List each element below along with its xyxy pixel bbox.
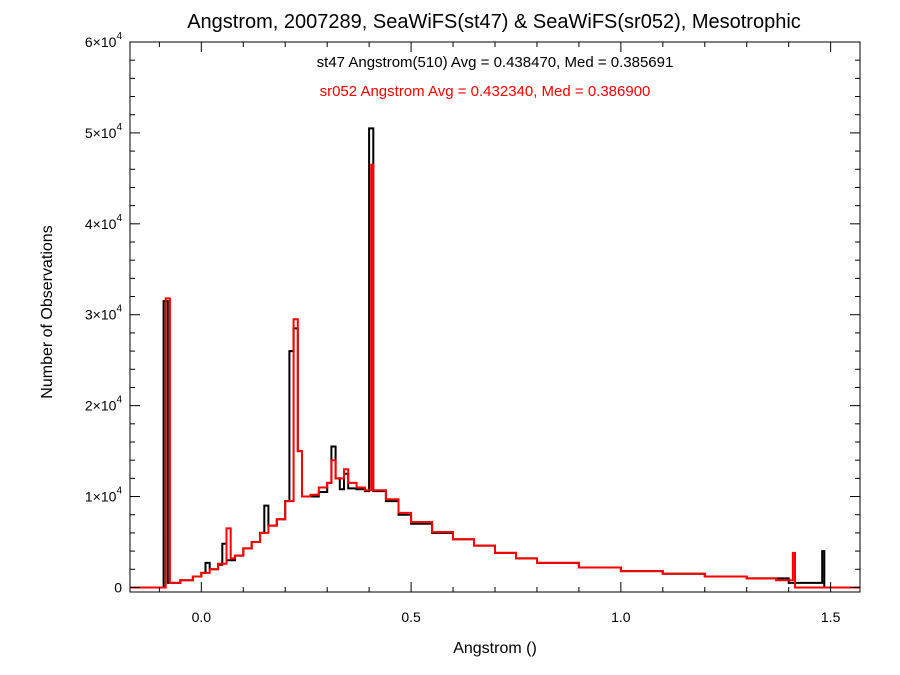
x-tick-label: 0.0 <box>192 609 212 625</box>
x-tick-label: 0.5 <box>401 609 421 625</box>
y-tick-label: 0 <box>114 579 122 595</box>
annotation-st47: st47 Angstrom(510) Avg = 0.438470, Med =… <box>317 54 674 71</box>
x-axis-ticks: 0.0 0.5 1.0 1.5 <box>158 42 841 625</box>
y-tick-label: 3×104 <box>85 304 123 323</box>
x-axis-label: Angstrom () <box>453 640 537 657</box>
x-tick-label: 1.5 <box>821 609 841 625</box>
chart-title: Angstrom, 2007289, SeaWiFS(st47) & SeaWi… <box>187 11 801 33</box>
y-tick-label: 1×104 <box>85 486 123 505</box>
series-line-st47 <box>130 127 860 589</box>
y-tick-label: 6×104 <box>85 31 123 50</box>
series-layer <box>130 127 860 589</box>
y-axis-ticks: 0 1×104 2×104 3×104 4×104 5×104 6×104 <box>85 31 860 595</box>
plot-border <box>129 41 861 593</box>
y-tick-label: 4×104 <box>85 213 123 232</box>
x-tick-label: 1.0 <box>611 609 631 625</box>
annotation-sr052: sr052 Angstrom Avg = 0.432340, Med = 0.3… <box>320 83 651 100</box>
plot-frame <box>129 41 861 593</box>
y-tick-label: 5×104 <box>85 122 123 141</box>
y-tick-label: 2×104 <box>85 395 123 414</box>
y-axis-label: Number of Observations <box>39 225 56 398</box>
series-line-sr052 <box>130 163 860 589</box>
